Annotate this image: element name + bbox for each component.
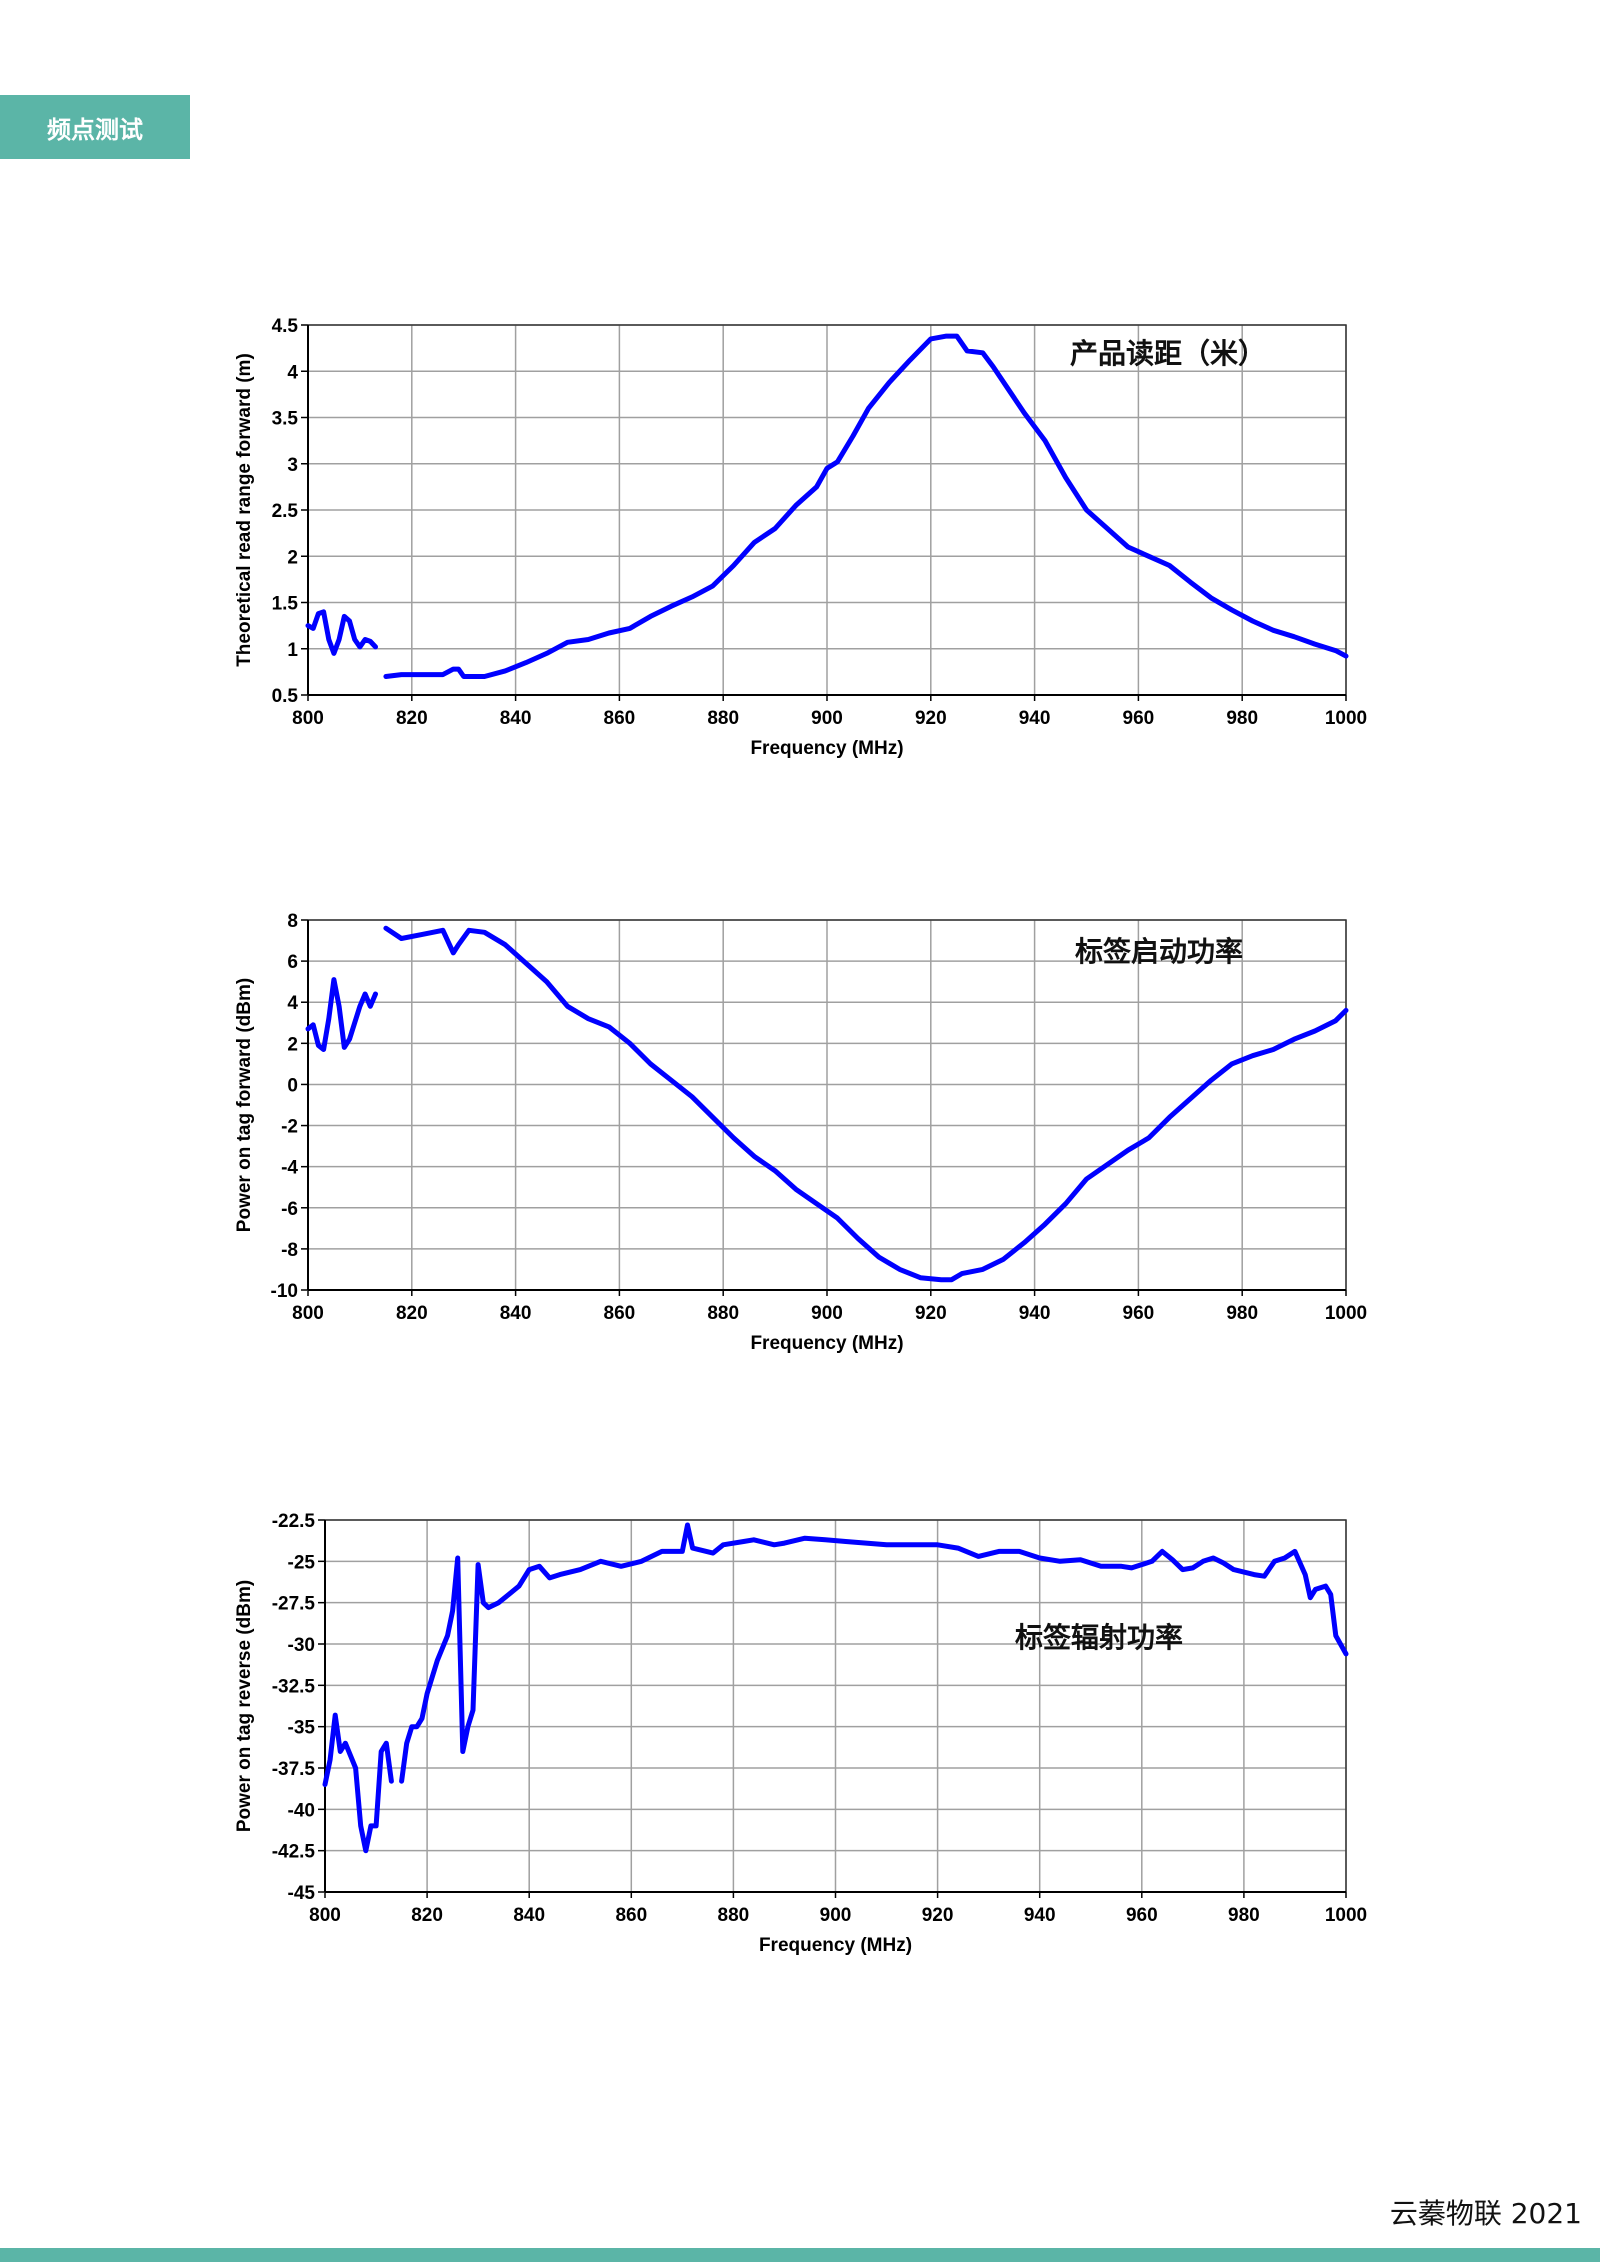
y-tick-label: 4 (287, 362, 298, 383)
chart-read-range: 800 820 840 860 880 900 920 940 960 980 1000 0.5 1 1.… (0, 300, 1600, 790)
chart-annotation: 产品读距（米） (1070, 337, 1266, 370)
y-tick-label: 8 (287, 911, 298, 932)
y-tick-label: 2.5 (272, 501, 299, 522)
x-tick-label: 880 (707, 1303, 739, 1324)
y-tick-label: -25 (288, 1552, 316, 1573)
series-line-2 (383, 333, 1349, 679)
x-tick-label: 920 (915, 708, 947, 729)
chart-forward-power-svg: 800 820 840 860 880 900 920 940 960 980 1000-10-8-… (234, 911, 1367, 1354)
x-tick-label: 980 (1226, 1303, 1258, 1324)
y-tick-label: 4.5 (272, 316, 299, 337)
chart-annotation: 标签启动功率 (1075, 935, 1243, 968)
x-tick-label: 860 (604, 1303, 636, 1324)
y-tick-label: -35 (288, 1718, 316, 1739)
y-tick-label: 0 (287, 1075, 298, 1096)
x-tick-label: 960 (1123, 1303, 1155, 1324)
x-axis-label: Frequency (MHz) (750, 738, 903, 759)
x-tick-label: 900 (811, 1303, 843, 1324)
chart-read-range-svg: 800 820 840 860 880 900 920 940 960 980 1000 0.5 1 1.… (234, 316, 1367, 759)
footer-bar (0, 2248, 1600, 2262)
x-tick-label: 800 (292, 708, 324, 729)
y-tick-label: -30 (288, 1635, 315, 1656)
y-tick-label: 4 (287, 993, 298, 1014)
y-tick-label: -32.5 (272, 1676, 316, 1697)
x-tick-label: 940 (1019, 708, 1051, 729)
y-tick-label: -4 (281, 1158, 298, 1179)
y-tick-label: -27.5 (272, 1594, 316, 1615)
y-tick-label: -40 (288, 1800, 315, 1821)
x-tick-label: 1000 (1325, 1905, 1367, 1926)
x-tick-label: 840 (500, 708, 532, 729)
chart-forward-power: 800 820 840 860 880 900 920 940 960 980 1000 -10 -8-… (0, 895, 1600, 1385)
x-tick-label: 840 (500, 1303, 532, 1324)
chart-reverse-power: 800 820 840 860 880 900 920 940 960 980 1000 -45 -42… (0, 1495, 1600, 1985)
x-axis-label: Frequency (MHz) (750, 1333, 903, 1354)
x-tick-label: 820 (411, 1905, 443, 1926)
y-tick-label: 6 (287, 952, 298, 973)
x-tick-label: 800 (292, 1303, 324, 1324)
y-tick-label: 0.5 (272, 686, 299, 707)
y-tick-label: 1.5 (272, 594, 299, 615)
x-tick-label: 980 (1228, 1905, 1260, 1926)
y-tick-label: -42.5 (272, 1842, 316, 1863)
series-line-1 (305, 977, 378, 1052)
y-axis-label: Power on tag reverse (dBm) (234, 1580, 255, 1832)
x-tick-label: 900 (811, 708, 843, 729)
x-tick-label: 1000 (1325, 1303, 1367, 1324)
section-tag: 频点测试 (0, 95, 190, 159)
x-tick-label: 920 (915, 1303, 947, 1324)
x-tick-label: 940 (1024, 1905, 1056, 1926)
y-axis-label: Theoretical read range forward (m) (234, 353, 255, 667)
y-tick-label: -2 (281, 1117, 298, 1138)
x-tick-label: 920 (922, 1905, 954, 1926)
x-axis-label: Frequency (MHz) (759, 1935, 912, 1956)
x-tick-label: 1000 (1325, 708, 1367, 729)
x-tick-label: 880 (718, 1905, 750, 1926)
x-tick-label: 980 (1226, 708, 1258, 729)
x-tick-label: 800 (309, 1905, 341, 1926)
chart-annotation: 标签辐射功率 (1015, 1621, 1183, 1654)
series-line-1 (322, 1712, 394, 1854)
y-tick-label: -10 (271, 1281, 298, 1302)
y-axis-label: Power on tag forward (dBm) (234, 978, 255, 1232)
x-tick-label: 860 (615, 1905, 647, 1926)
x-tick-label: 940 (1019, 1303, 1051, 1324)
series-line-1 (305, 609, 378, 656)
y-tick-label: 3 (287, 455, 298, 476)
y-tick-label: -6 (281, 1199, 298, 1220)
x-tick-label: 880 (707, 708, 739, 729)
x-tick-label: 900 (820, 1905, 852, 1926)
footer-brand-year: 云蓁物联 2021 (1389, 2197, 1582, 2230)
x-tick-label: 960 (1126, 1905, 1158, 1926)
y-tick-label: 3.5 (272, 409, 299, 430)
y-tick-label: -22.5 (272, 1511, 316, 1532)
series-line-2 (399, 1522, 1349, 1784)
y-tick-label: -37.5 (272, 1759, 316, 1780)
y-tick-label: -8 (281, 1240, 298, 1261)
y-tick-label: 2 (287, 547, 298, 568)
y-tick-label: -45 (288, 1883, 316, 1904)
x-tick-label: 840 (513, 1905, 545, 1926)
x-tick-label: 860 (604, 708, 636, 729)
series-line-2 (383, 925, 1349, 1283)
x-tick-label: 960 (1123, 708, 1155, 729)
x-tick-label: 820 (396, 708, 428, 729)
chart-reverse-power-svg: 800 820 840 860 880 900 920 940 960 980 1000 -45 -42… (234, 1511, 1367, 1956)
y-tick-label: 1 (287, 640, 298, 661)
x-tick-label: 820 (396, 1303, 428, 1324)
y-tick-label: 2 (287, 1034, 298, 1055)
